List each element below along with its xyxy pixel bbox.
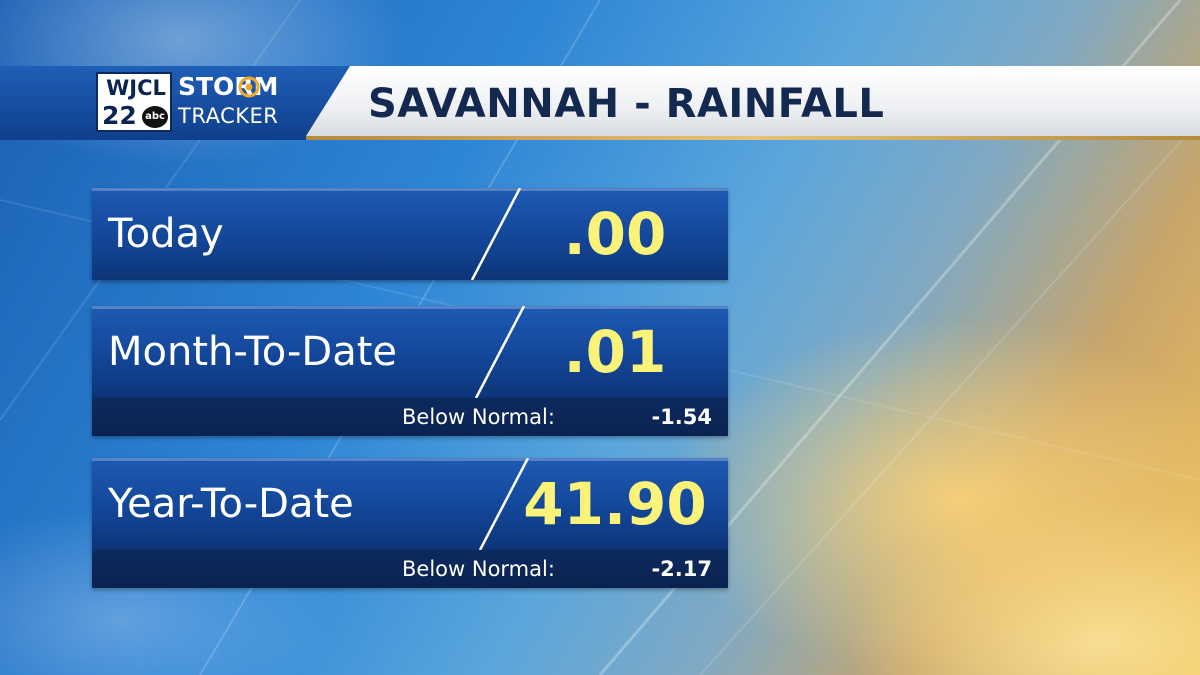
call-letters: WJCL [106, 76, 166, 100]
brand-storm: STORM [178, 72, 279, 101]
divider-slash [470, 188, 522, 280]
below-normal-label: Below Normal: [402, 557, 555, 581]
row-main-bar: Today .00 [92, 188, 728, 280]
row-label: Month-To-Date [108, 329, 398, 375]
brand-tracker: TRACKER [178, 104, 279, 128]
row-value: .00 [563, 200, 667, 268]
row-sub-bar: Below Normal: -1.54 [92, 398, 728, 436]
row-main-bar: Year-To-Date 41.90 [92, 458, 728, 550]
call-letters-box: WJCL 22 abc [96, 72, 172, 132]
network-logo: abc [142, 106, 168, 128]
header-accent-line [306, 136, 1200, 140]
header-logo-panel [0, 66, 350, 140]
header-title-panel [306, 66, 1200, 136]
station-logo: WJCL 22 abc STORM TRACKER [96, 72, 306, 134]
row-main-bar: Month-To-Date .01 [92, 306, 728, 398]
row-sub-bar: Below Normal: -2.17 [92, 550, 728, 588]
below-normal-label: Below Normal: [402, 405, 555, 429]
below-normal-value: -2.17 [651, 557, 712, 581]
row-label: Today [108, 211, 224, 257]
page-title: SAVANNAH - RAINFALL [368, 81, 885, 127]
channel-number: 22 [102, 101, 137, 130]
row-value: 41.90 [523, 470, 707, 538]
radar-icon [238, 76, 260, 98]
divider-slash [474, 306, 526, 398]
header-bar: WJCL 22 abc STORM TRACKER SAVANNAH - RAI… [0, 66, 1200, 140]
row-value: .01 [563, 318, 667, 386]
row-label: Year-To-Date [108, 481, 354, 527]
divider-slash [478, 458, 530, 550]
below-normal-value: -1.54 [651, 405, 712, 429]
